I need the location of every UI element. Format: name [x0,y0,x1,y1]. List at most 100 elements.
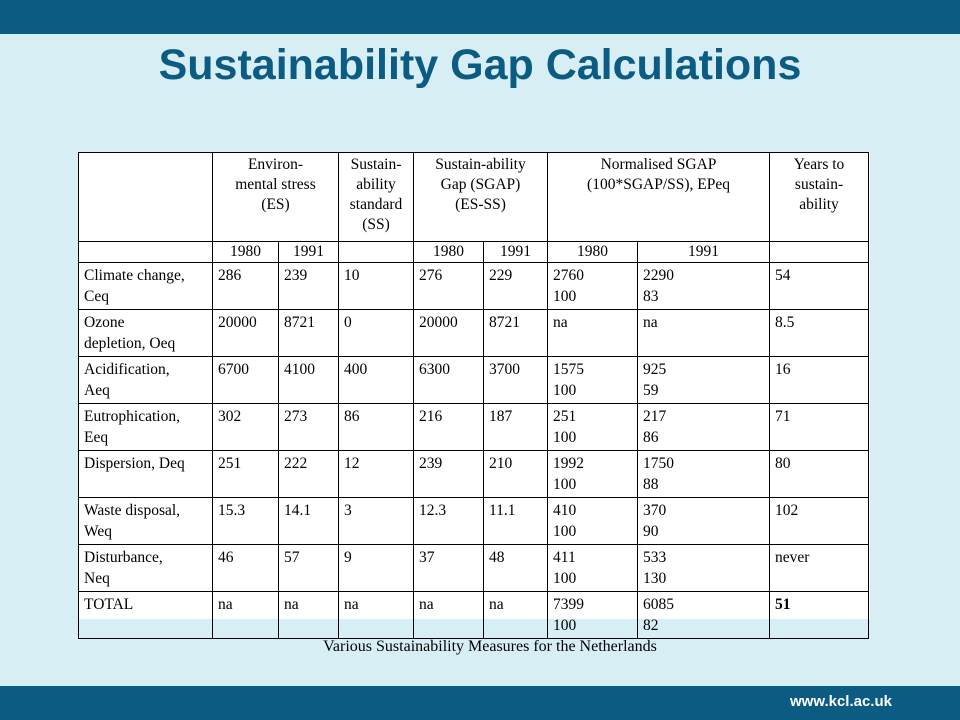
year-sgap-1991: 1991 [482,241,549,263]
es-1980-cell: 251 [212,450,279,498]
year-row: 1980 1991 1980 1991 1980 1991 [78,241,870,263]
header-blank-cell [78,152,213,242]
row-label-cell: Eutrophication, Eeq [78,403,213,451]
es-1980-cell: 20000 [212,309,279,357]
footer-url: www.kcl.ac.uk [790,693,892,710]
norm-1991-cell: 533 130 [637,544,771,592]
year-sgap-1980: 1980 [413,241,484,263]
slide-title: Sustainability Gap Calculations [158,41,802,89]
year-blank-cell [78,241,213,263]
norm-1980-cell: 1575 100 [547,356,639,404]
sgap-1980-cell: 6300 [413,356,484,404]
table-row: Disturbance, Neq 46 57 9 37 48 411 100 533 130 neve… [78,544,870,592]
sgap-1980-cell: na [413,591,484,639]
sgap-1991-cell: 210 [482,450,549,498]
years-value-cell: 51 [769,591,870,639]
es-1980-cell: na [212,591,279,639]
header-sustainability-standard: Sustain-ability standard (SS) [338,152,414,242]
ss-value-cell: na [338,591,414,639]
years-value-cell: never [769,544,870,592]
year-norm-1980: 1980 [547,241,639,263]
table-row: Ozone depletion, Oeq 20000 8721 0 20000 8721 na… [78,309,870,357]
table-row: TOTAL na na na na na 7399 100 6085 82 51 [78,591,870,639]
row-label-cell: Climate change, Ceq [78,262,213,310]
row-label-cell: Disturbance, Neq [78,544,213,592]
table-row: Waste disposal, Weq 15.3 14.1 3 12.3 11.1 410 10… [78,497,870,545]
years-value-cell: 16 [769,356,870,404]
ss-value-cell: 400 [338,356,414,404]
table-row: Eutrophication, Eeq 302 273 86 216 187 251 100 21… [78,403,870,451]
years-value-cell: 8.5 [769,309,870,357]
ss-value-cell: 9 [338,544,414,592]
bottom-banner [0,686,960,720]
es-1980-cell: 46 [212,544,279,592]
es-1980-cell: 6700 [212,356,279,404]
norm-1991-cell: 6085 82 [637,591,771,639]
norm-1991-cell: 925 59 [637,356,771,404]
years-value-cell: 71 [769,403,870,451]
es-1991-cell: 14.1 [278,497,339,545]
row-label-cell: TOTAL [78,591,213,639]
sgap-1980-cell: 216 [413,403,484,451]
sgap-1980-cell: 239 [413,450,484,498]
ss-value-cell: 12 [338,450,414,498]
sgap-1991-cell: 229 [482,262,549,310]
es-1991-cell: 4100 [278,356,339,404]
es-1991-cell: 8721 [278,309,339,357]
top-banner [0,0,960,34]
norm-1991-cell: 370 90 [637,497,771,545]
norm-1980-cell: 1992 100 [547,450,639,498]
sustainability-gap-table: Environ-mental stress (ES) Sustain-abilit… [78,152,870,639]
sgap-1980-cell: 276 [413,262,484,310]
es-1980-cell: 286 [212,262,279,310]
header-years-to-sustainability: Years to sustain-ability [769,152,870,242]
es-1991-cell: 273 [278,403,339,451]
sgap-1980-cell: 12.3 [413,497,484,545]
header-sustainability-gap: Sustain-ability Gap (SGAP) (ES-SS) [412,152,549,242]
row-label-cell: Waste disposal, Weq [78,497,213,545]
es-1991-cell: 239 [278,262,339,310]
year-es-1991: 1991 [278,241,339,263]
norm-1980-cell: 411 100 [547,544,639,592]
years-value-cell: 54 [769,262,870,310]
norm-1991-cell: 217 86 [637,403,771,451]
table-container: Environ-mental stress (ES) Sustain-abilit… [78,152,870,639]
sgap-1991-cell: 48 [482,544,549,592]
table-row: Dispersion, Deq 251 222 12 239 210 1992 100 1750… [78,450,870,498]
norm-1980-cell: 7399 100 [547,591,639,639]
ss-value-cell: 3 [338,497,414,545]
years-value-cell: 80 [769,450,870,498]
year-es-1980: 1980 [212,241,279,263]
sgap-1980-cell: 20000 [413,309,484,357]
es-1980-cell: 15.3 [212,497,279,545]
es-1991-cell: 222 [278,450,339,498]
sgap-1991-cell: 8721 [482,309,549,357]
years-value-cell: 102 [769,497,870,545]
norm-1980-cell: 2760 100 [547,262,639,310]
row-label-cell: Acidification, Aeq [78,356,213,404]
sgap-1991-cell: 187 [482,403,549,451]
sgap-1980-cell: 37 [413,544,484,592]
norm-1991-cell: 1750 88 [637,450,771,498]
ss-value-cell: 10 [338,262,414,310]
norm-1980-cell: 410 100 [547,497,639,545]
table-row: Climate change, Ceq 286 239 10 276 229 2760 100 2… [78,262,870,310]
norm-1991-cell: na [637,309,771,357]
sgap-1991-cell: na [482,591,549,639]
year-norm-1991: 1991 [637,241,771,263]
header-row: Environ-mental stress (ES) Sustain-abilit… [78,152,870,242]
year-ss-blank [338,241,414,263]
norm-1980-cell: na [547,309,639,357]
header-normalised-sgap: Normalised SGAP (100*SGAP/SS), EPeq [547,152,771,242]
table-row: Acidification, Aeq 6700 4100 400 6300 3700 1575… [78,356,870,404]
row-label-cell: Ozone depletion, Oeq [78,309,213,357]
es-1980-cell: 302 [212,403,279,451]
header-environmental-stress: Environ-mental stress (ES) [212,152,339,242]
row-label-cell: Dispersion, Deq [78,450,213,498]
ss-value-cell: 0 [338,309,414,357]
table-caption: Various Sustainability Measures for the … [323,638,657,655]
sgap-1991-cell: 3700 [482,356,549,404]
norm-1980-cell: 251 100 [547,403,639,451]
sgap-1991-cell: 11.1 [482,497,549,545]
norm-1991-cell: 2290 83 [637,262,771,310]
